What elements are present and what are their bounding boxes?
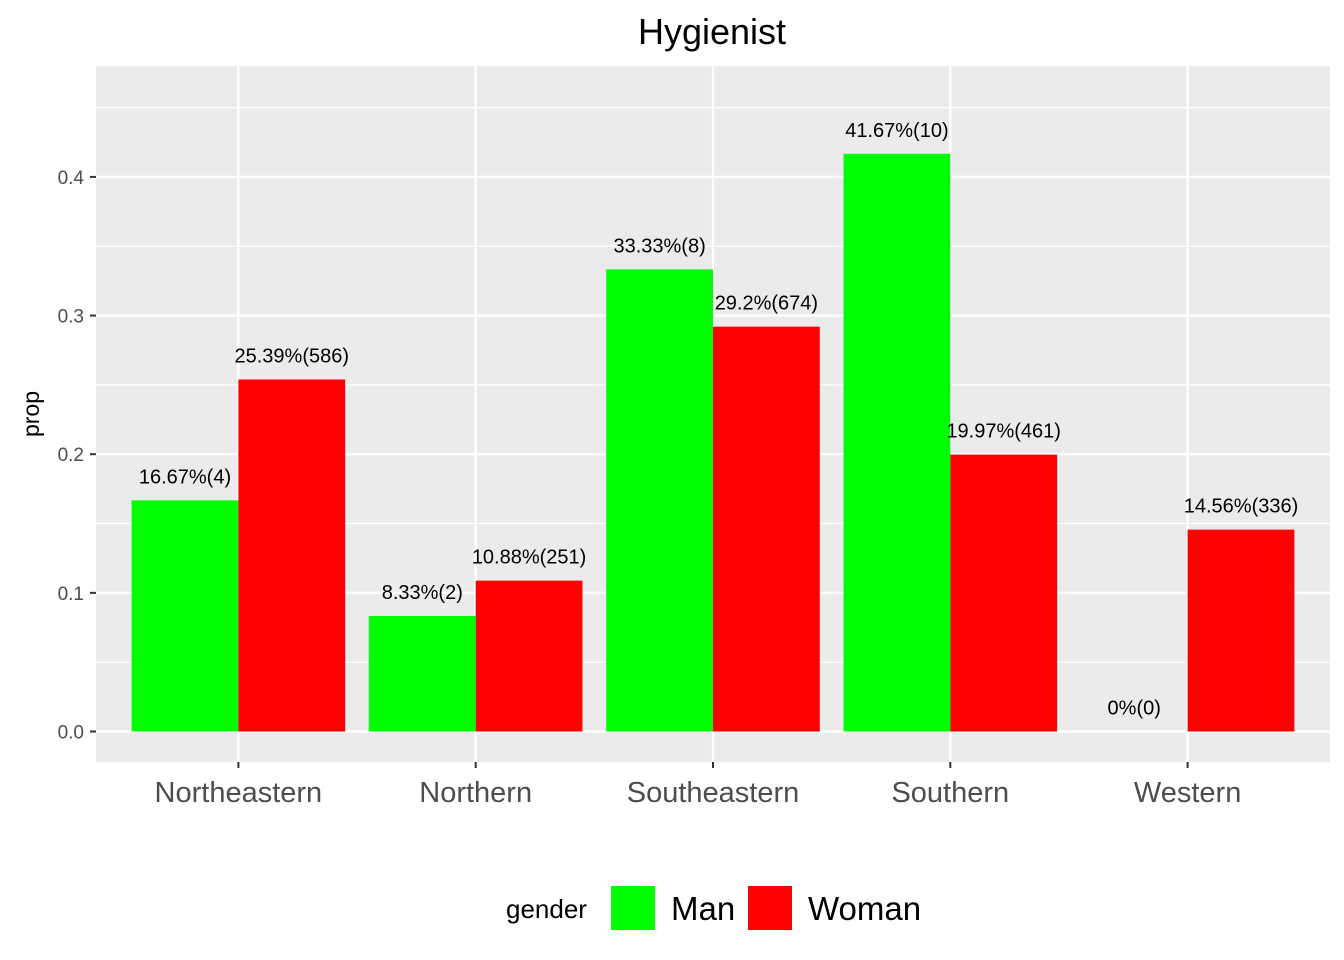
data-label-man-southern: 41.67%(10) xyxy=(845,120,948,142)
bar-man-southern xyxy=(843,153,951,732)
y-tick-label: 0.3 xyxy=(58,307,84,328)
bar-man-northeastern xyxy=(131,500,239,732)
y-tick-label: 0.4 xyxy=(58,168,85,189)
x-tick-label: Southeastern xyxy=(627,777,800,809)
y-axis-label: prop xyxy=(18,391,44,437)
x-tick-label: Western xyxy=(1134,777,1241,809)
legend: gender Man Woman xyxy=(506,886,921,930)
y-tick-label: 0.1 xyxy=(58,584,84,605)
bar-man-northern xyxy=(368,616,476,732)
bar-man-southeastern xyxy=(606,269,713,732)
data-label-woman-western: 14.56%(336) xyxy=(1184,496,1299,518)
x-tick-label: Northeastern xyxy=(155,777,323,809)
data-label-man-southeastern: 33.33%(8) xyxy=(613,235,705,257)
plot-panel xyxy=(96,66,1330,762)
bar-woman-western xyxy=(1187,529,1295,732)
bar-woman-southern xyxy=(950,454,1058,732)
legend-label-man: Man xyxy=(671,890,735,927)
legend-title: gender xyxy=(506,894,587,924)
data-label-woman-northern: 10.88%(251) xyxy=(472,547,587,569)
bar-woman-southeastern xyxy=(713,326,820,732)
data-label-man-western: 0%(0) xyxy=(1108,697,1161,719)
data-label-woman-northeastern: 25.39%(586) xyxy=(235,345,350,367)
legend-key-woman xyxy=(748,886,792,930)
chart-title: Hygienist xyxy=(638,11,786,52)
legend-key-man xyxy=(611,886,655,930)
data-label-man-northern: 8.33%(2) xyxy=(382,582,463,604)
y-tick-label: 0.2 xyxy=(58,445,84,466)
data-label-woman-southeastern: 29.2%(674) xyxy=(715,293,818,315)
bar-woman-northern xyxy=(475,580,583,732)
legend-label-woman: Woman xyxy=(808,890,921,927)
bar-woman-northeastern xyxy=(238,379,346,732)
x-tick-label: Southern xyxy=(891,777,1009,809)
x-tick-label: Northern xyxy=(419,777,532,809)
data-label-man-northeastern: 16.67%(4) xyxy=(139,466,231,488)
data-label-woman-southern: 19.97%(461) xyxy=(946,421,1061,443)
y-tick-label: 0.0 xyxy=(58,722,84,743)
